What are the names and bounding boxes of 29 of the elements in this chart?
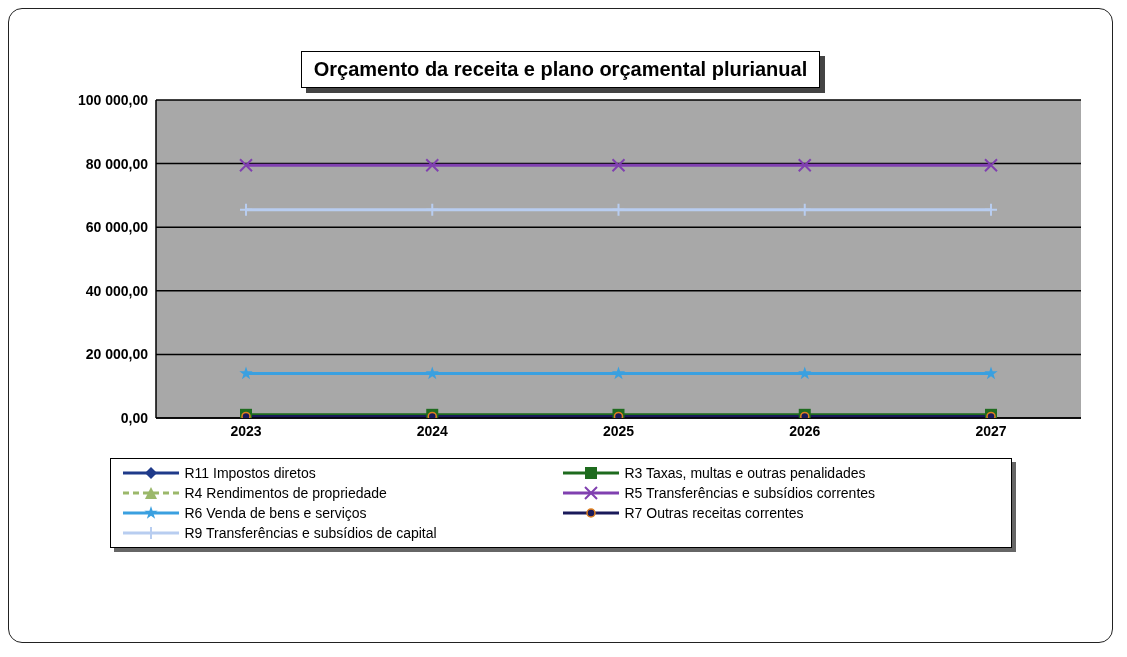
point: [798, 366, 812, 380]
point: [797, 158, 812, 173]
x-tick-label: 2025: [602, 422, 635, 439]
y-tick-label: 80 000,00: [85, 155, 149, 172]
y-tick-label: 20 000,00: [85, 346, 149, 363]
legend-label: R3 Taxas, multas e outras penalidades: [624, 465, 866, 481]
point: [425, 366, 439, 380]
x-tick-label: 2027: [975, 422, 1007, 439]
point: [239, 158, 253, 173]
legend-label: R4 Rendimentos de propriedade: [184, 485, 387, 501]
legend-label: R7 Outras receitas correntes: [624, 505, 804, 521]
legend-label: R9 Transferências e subsídios de capital: [184, 525, 437, 541]
legend-label: R11 Impostos diretos: [184, 465, 316, 481]
chart-title: Orçamento da receita e plano orçamental plurianual: [313, 58, 808, 80]
y-tick-label: 60 000,00: [85, 219, 149, 236]
point: [611, 366, 626, 380]
legend-label: R6 Venda de bens e serviços: [184, 505, 367, 521]
point: [984, 158, 998, 173]
x-tick-label: 2024: [416, 422, 449, 439]
y-tick-label: 0,00: [120, 409, 149, 426]
y-tick-label: 100 000,00: [77, 91, 149, 108]
legend-label: R5 Transferências e subsídios correntes: [624, 485, 876, 501]
point: [984, 366, 998, 380]
x-tick-label: 2026: [789, 422, 821, 439]
x-tick-label: 2023: [230, 422, 262, 439]
point: [239, 366, 253, 380]
y-tick-label: 40 000,00: [85, 282, 149, 299]
point: [425, 158, 440, 173]
point: [611, 158, 626, 173]
